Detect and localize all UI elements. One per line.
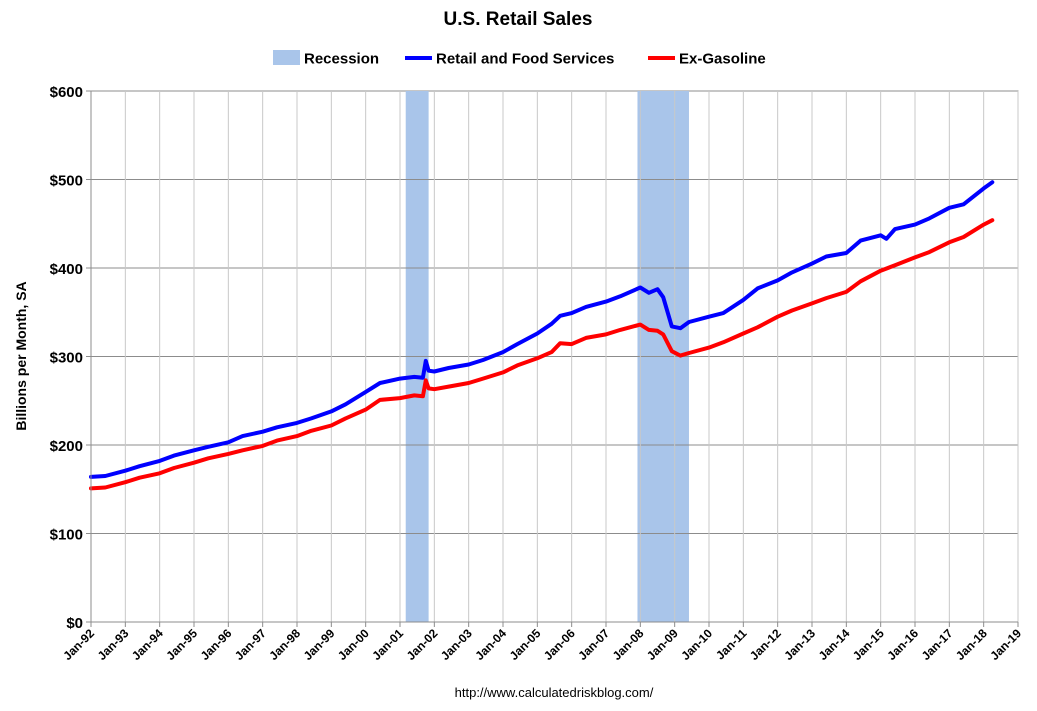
x-tick-label: Jan-94 — [129, 626, 166, 663]
legend-label: Recession — [304, 51, 379, 68]
x-tick-label: Jan-10 — [678, 626, 715, 663]
y-tick-label: $100 — [50, 527, 83, 544]
legend-item-3: Ex-Gasoline — [648, 51, 766, 68]
x-tick-label: Jan-03 — [438, 626, 475, 663]
x-tick-label: Jan-19 — [987, 626, 1024, 663]
y-tick-label: $0 — [66, 615, 83, 632]
ex-gasoline-line — [89, 218, 995, 491]
retail-and-food-services-line — [89, 180, 995, 479]
legend-label: Ex-Gasoline — [679, 51, 766, 68]
legend-item-2: Retail and Food Services — [405, 51, 614, 68]
gridlines — [91, 91, 1019, 622]
x-tick-label: Jan-06 — [541, 626, 578, 663]
y-tick-label: $400 — [50, 261, 83, 278]
x-tick-label: Jan-99 — [301, 626, 338, 663]
x-tick-label: Jan-97 — [232, 626, 269, 663]
x-axis: Jan-92Jan-93Jan-94Jan-95Jan-96Jan-97Jan-… — [60, 621, 1024, 663]
x-tick-label: Jan-12 — [747, 626, 784, 663]
x-tick-label: Jan-08 — [610, 626, 647, 663]
chart-legend: Recession Retail and Food Services Ex-Gaso… — [273, 50, 766, 68]
legend-label: Retail and Food Services — [436, 51, 614, 68]
x-tick-label: Jan-05 — [507, 626, 544, 663]
x-tick-label: Jan-17 — [919, 626, 956, 663]
source-note: http://www.calculatedriskblog.com/ — [455, 685, 654, 700]
x-tick-label: Jan-11 — [713, 626, 750, 663]
legend-item-1: Recession — [273, 50, 379, 68]
x-tick-label: Jan-13 — [781, 626, 818, 663]
x-tick-label: Jan-07 — [575, 626, 612, 663]
x-tick-label: Jan-98 — [266, 626, 303, 663]
y-tick-label: $500 — [50, 173, 83, 190]
y-tick-label: $600 — [50, 84, 83, 101]
x-tick-label: Jan-95 — [163, 626, 200, 663]
series-lines — [89, 180, 995, 491]
x-tick-label: Jan-01 — [369, 626, 406, 663]
x-tick-label: Jan-18 — [953, 626, 990, 663]
x-tick-label: Jan-00 — [335, 626, 372, 663]
y-axis: $0 $100 $200 $300 $400 $500 $600 — [50, 84, 92, 632]
x-tick-label: Jan-16 — [884, 626, 921, 663]
y-tick-label: $300 — [50, 350, 83, 367]
x-tick-label: Jan-93 — [95, 626, 132, 663]
legend-swatch-recession — [273, 50, 300, 65]
chart-title: U.S. Retail Sales — [444, 9, 593, 30]
x-tick-label: Jan-09 — [644, 626, 681, 663]
x-tick-label: Jan-15 — [850, 626, 887, 663]
y-tick-label: $200 — [50, 438, 83, 455]
x-tick-label: Jan-96 — [198, 626, 235, 663]
y-axis-label: Billions per Month, SA — [13, 281, 29, 430]
x-tick-label: Jan-02 — [404, 626, 441, 663]
x-tick-label: Jan-14 — [816, 626, 853, 663]
x-tick-label: Jan-04 — [472, 626, 509, 663]
